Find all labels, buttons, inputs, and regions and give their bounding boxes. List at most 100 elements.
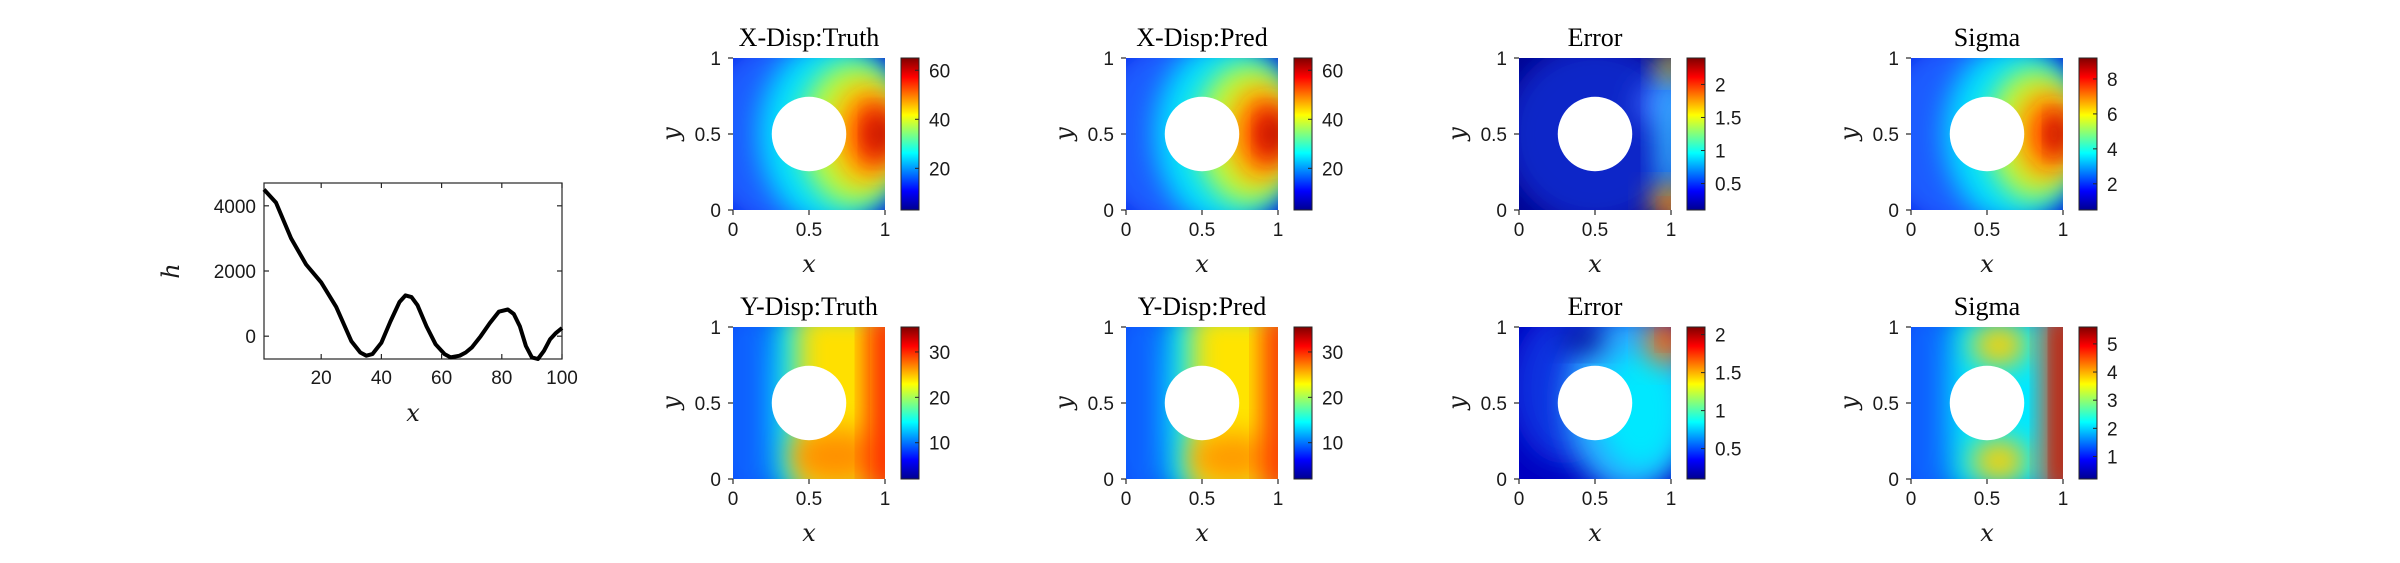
- heatmap-ytick-label: 0: [1496, 201, 1507, 222]
- heatmap-xtick-label: 0.5: [796, 489, 822, 510]
- heatmap-xtick-label: 0.5: [1189, 489, 1215, 510]
- line-chart-ylabel: h: [157, 263, 185, 278]
- heatmap-xlabel: x: [1195, 519, 1209, 547]
- heatmap-ytick-label: 0.5: [1088, 125, 1114, 146]
- heatmap-xlabel: x: [802, 250, 816, 278]
- heatmap-xtick-label: 1: [2058, 489, 2069, 510]
- line-series: [262, 188, 564, 361]
- heatmap-ytick-label: 0: [1103, 470, 1114, 491]
- heatmap-xtick-label: 0: [1514, 489, 1525, 510]
- colorbar: [1293, 57, 1313, 211]
- heatmap-title: X-Disp:Pred: [1136, 23, 1267, 52]
- heatmap-ytick-label: 0.5: [695, 394, 721, 415]
- heatmap-ytick-label: 0: [1888, 201, 1899, 222]
- colorbar-tick-label: 3: [2107, 391, 2118, 412]
- heatmap-ytick-label: 0.5: [1481, 125, 1507, 146]
- line-chart-xlabel: x: [406, 399, 420, 427]
- heatmap-xtick-label: 0.5: [796, 220, 822, 241]
- heatmap-panel: Error 0 0.5 1 0 0.5 1 x y 0.5 1 1.5 2: [1443, 23, 1741, 278]
- heatmap-xtick-label: 1: [1666, 220, 1677, 241]
- heatmap-ytick-label: 0: [710, 201, 721, 222]
- colorbar: [900, 57, 920, 211]
- heatmap-ylabel: y: [1443, 127, 1471, 142]
- line-chart-frame: [263, 182, 563, 360]
- heatmap-xtick-label: 0: [1906, 489, 1917, 510]
- heatmap-xlabel: x: [1195, 250, 1209, 278]
- colorbar-tick-label: 0.5: [1715, 440, 1741, 461]
- heatmap-ytick-label: 1: [1496, 49, 1507, 70]
- colorbar-tick-label: 0.5: [1715, 175, 1741, 196]
- line-xtick-label: 80: [491, 368, 512, 389]
- line-ytick-label: 2000: [214, 262, 256, 283]
- line-ytick-label: 0: [245, 327, 256, 348]
- colorbar: [2078, 326, 2098, 480]
- heatmap-ytick-label: 1: [1496, 318, 1507, 339]
- colorbar-tick-label: 20: [929, 159, 950, 180]
- heatmap-xlabel: x: [1588, 519, 1602, 547]
- heatmap-xlabel: x: [1980, 250, 1994, 278]
- colorbar-tick-label: 1: [2107, 447, 2118, 468]
- colorbar: [900, 326, 920, 480]
- colorbar-tick-label: 20: [1322, 159, 1343, 180]
- colorbar: [1686, 57, 1706, 211]
- hole-circle: [771, 96, 847, 172]
- heatmap-xtick-label: 0: [728, 220, 739, 241]
- colorbar-tick-label: 1.5: [1715, 108, 1741, 129]
- colorbar-tick-label: 60: [1322, 61, 1343, 82]
- heatmap-xlabel: x: [1588, 250, 1602, 278]
- line-chart-ticks: 20 40 60 80 100 0 2000 4000: [214, 183, 578, 389]
- line-xtick-label: 60: [431, 368, 452, 389]
- heatmap-xtick-label: 1: [1666, 489, 1677, 510]
- colorbar-tick-label: 6: [2107, 105, 2118, 126]
- heatmap-title: Sigma: [1954, 292, 2021, 321]
- heatmap-ytick-label: 0: [1888, 470, 1899, 491]
- heatmap-xtick-label: 1: [1273, 489, 1284, 510]
- heatmap-panel: X-Disp:Truth 0 0.5 1 0 0.5 1 x y 20 40 60: [657, 23, 950, 278]
- colorbar-tick-label: 2: [1715, 326, 1726, 347]
- colorbar-tick-label: 2: [2107, 419, 2118, 440]
- colorbar-tick-label: 30: [1322, 343, 1343, 364]
- colorbar-tick-label: 4: [2107, 140, 2118, 161]
- colorbar-tick-label: 2: [1715, 75, 1726, 96]
- line-chart-axes: [263, 182, 563, 360]
- heatmap-ylabel: y: [657, 127, 685, 142]
- hole-circle: [1949, 96, 2025, 172]
- heatmap-xtick-label: 1: [880, 489, 891, 510]
- heatmap-xtick-label: 0: [1906, 220, 1917, 241]
- colorbar-tick-label: 40: [929, 110, 950, 131]
- heatmap-xlabel: x: [802, 519, 816, 547]
- heatmap-title: Y-Disp:Truth: [740, 292, 878, 321]
- hole-circle: [1557, 96, 1633, 172]
- colorbar-tick-label: 40: [1322, 110, 1343, 131]
- hole-circle: [1164, 365, 1240, 441]
- heatmap-xtick-label: 1: [2058, 220, 2069, 241]
- colorbar: [1686, 326, 1706, 480]
- colorbar-tick-label: 8: [2107, 70, 2118, 91]
- heatmap-xtick-label: 1: [880, 220, 891, 241]
- hole-circle: [1949, 365, 2025, 441]
- heatmap-panel: Sigma 0 0.5 1 0 0.5 1 x y 1 2 3 4 5: [1835, 292, 2118, 547]
- hole-circle: [1557, 365, 1633, 441]
- heatmap-title: Sigma: [1954, 23, 2021, 52]
- colorbar-tick-label: 1.5: [1715, 364, 1741, 385]
- heatmap-xtick-label: 0: [1121, 489, 1132, 510]
- heatmap-ytick-label: 0: [710, 470, 721, 491]
- heatmap-ytick-label: 1: [1103, 318, 1114, 339]
- heatmap-title: Error: [1568, 23, 1623, 52]
- heatmap-ylabel: y: [657, 396, 685, 411]
- hole-circle: [771, 365, 847, 441]
- colorbar-tick-label: 1: [1715, 402, 1726, 423]
- heatmap-xtick-label: 0.5: [1582, 220, 1608, 241]
- heatmap-ytick-label: 1: [710, 49, 721, 70]
- line-xtick-label: 40: [371, 368, 392, 389]
- heatmap-ytick-label: 0.5: [1873, 394, 1899, 415]
- heatmap-panel: X-Disp:Pred 0 0.5 1 0 0.5 1 x y 20 40 60: [1050, 23, 1343, 278]
- heatmap-ylabel: y: [1835, 396, 1863, 411]
- heatmap-xtick-label: 0.5: [1582, 489, 1608, 510]
- line-chart: 20 40 60 80 100 0 2000 4000 x h: [157, 182, 578, 427]
- colorbar-tick-label: 60: [929, 61, 950, 82]
- colorbar-tick-label: 10: [1322, 434, 1343, 455]
- colorbar-tick-label: 20: [1322, 388, 1343, 409]
